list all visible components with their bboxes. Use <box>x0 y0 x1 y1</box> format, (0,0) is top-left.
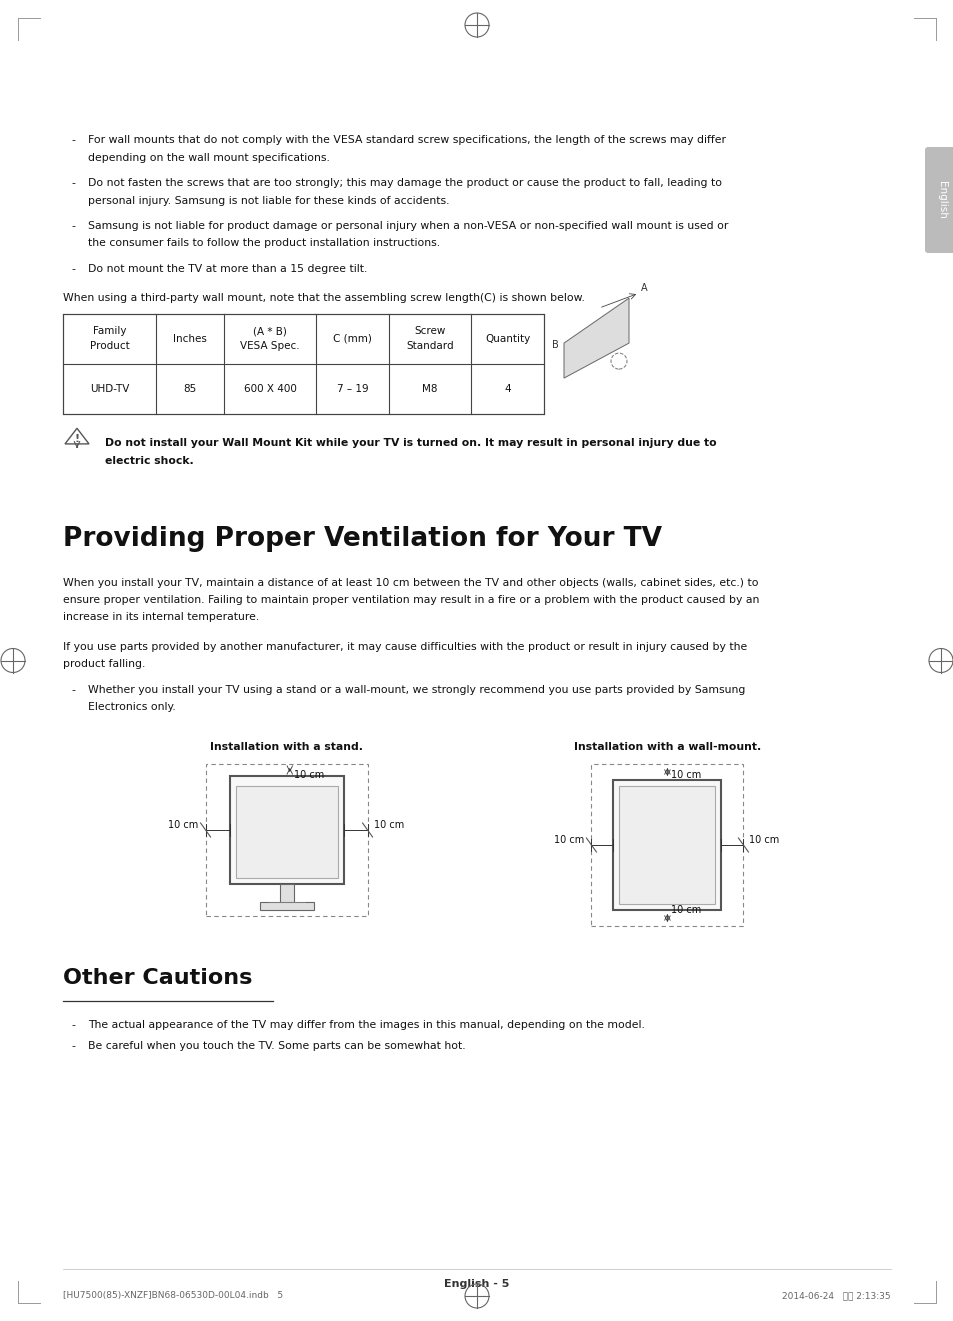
Text: Electronics only.: Electronics only. <box>88 703 175 712</box>
Text: English: English <box>936 181 946 219</box>
Text: Whether you install your TV using a stand or a wall-mount, we strongly recommend: Whether you install your TV using a stan… <box>88 686 744 695</box>
Text: electric shock.: electric shock. <box>105 456 193 466</box>
Text: increase in its internal temperature.: increase in its internal temperature. <box>63 613 259 622</box>
Text: 7 – 19: 7 – 19 <box>336 383 368 394</box>
Text: Providing Proper Ventilation for Your TV: Providing Proper Ventilation for Your TV <box>63 526 661 551</box>
Text: 600 X 400: 600 X 400 <box>243 383 296 394</box>
Text: B: B <box>552 339 558 350</box>
Text: Do not install your Wall Mount Kit while your TV is turned on. It may result in : Do not install your Wall Mount Kit while… <box>105 439 716 449</box>
Polygon shape <box>563 299 628 378</box>
Text: ensure proper ventilation. Failing to maintain proper ventilation may result in : ensure proper ventilation. Failing to ma… <box>63 594 759 605</box>
Text: Be careful when you touch the TV. Some parts can be somewhat hot.: Be careful when you touch the TV. Some p… <box>88 1041 465 1052</box>
Text: product falling.: product falling. <box>63 659 145 670</box>
Text: 85: 85 <box>183 383 196 394</box>
Text: English - 5: English - 5 <box>444 1279 509 1289</box>
Bar <box>63 313 543 413</box>
Text: Do not mount the TV at more than a 15 degree tilt.: Do not mount the TV at more than a 15 de… <box>88 264 367 273</box>
Text: 4: 4 <box>503 383 510 394</box>
Text: 10 cm: 10 cm <box>374 820 403 830</box>
Bar <box>259 902 314 910</box>
Text: Installation with a wall-mount.: Installation with a wall-mount. <box>573 742 760 752</box>
Text: M8: M8 <box>422 383 437 394</box>
Text: VESA Spec.: VESA Spec. <box>240 341 299 350</box>
Text: -: - <box>71 178 74 188</box>
Text: Family: Family <box>92 326 126 337</box>
Text: A: A <box>640 283 647 293</box>
Text: 10 cm: 10 cm <box>294 770 324 779</box>
Text: -: - <box>71 1020 74 1030</box>
Text: !: ! <box>74 435 79 444</box>
Text: -: - <box>71 264 74 273</box>
Bar <box>230 775 343 884</box>
Text: Installation with a stand.: Installation with a stand. <box>210 742 363 752</box>
Text: the consumer fails to follow the product installation instructions.: the consumer fails to follow the product… <box>88 239 439 248</box>
Bar <box>618 786 715 904</box>
Text: When you install your TV, maintain a distance of at least 10 cm between the TV a: When you install your TV, maintain a dis… <box>63 577 758 588</box>
Text: Samsung is not liable for product damage or personal injury when a non-VESA or n: Samsung is not liable for product damage… <box>88 221 727 231</box>
Text: personal injury. Samsung is not liable for these kinds of accidents.: personal injury. Samsung is not liable f… <box>88 196 449 206</box>
Text: Screw: Screw <box>414 326 445 337</box>
Text: When using a third-party wall mount, note that the assembling screw length(C) is: When using a third-party wall mount, not… <box>63 292 584 303</box>
Text: -: - <box>71 1041 74 1052</box>
Text: For wall mounts that do not comply with the VESA standard screw specifications, : For wall mounts that do not comply with … <box>88 135 725 145</box>
Text: Product: Product <box>90 341 130 350</box>
Text: Standard: Standard <box>406 341 454 350</box>
Text: UHD-TV: UHD-TV <box>90 383 129 394</box>
Text: [HU7500(85)-XNZF]BN68-06530D-00L04.indb   5: [HU7500(85)-XNZF]BN68-06530D-00L04.indb … <box>63 1291 283 1300</box>
Text: 10 cm: 10 cm <box>671 905 701 915</box>
Text: 10 cm: 10 cm <box>749 835 779 845</box>
Text: 10 cm: 10 cm <box>671 770 701 779</box>
Text: depending on the wall mount specifications.: depending on the wall mount specificatio… <box>88 152 330 162</box>
Text: Other Cautions: Other Cautions <box>63 968 253 988</box>
Text: Quantity: Quantity <box>484 333 530 343</box>
Bar <box>591 764 742 926</box>
Bar <box>205 764 367 915</box>
FancyBboxPatch shape <box>924 147 953 254</box>
Text: -: - <box>71 221 74 231</box>
Text: C (mm): C (mm) <box>333 333 372 343</box>
Bar <box>613 779 720 910</box>
Text: (A * B): (A * B) <box>253 326 287 337</box>
Text: Do not fasten the screws that are too strongly; this may damage the product or c: Do not fasten the screws that are too st… <box>88 178 721 188</box>
Bar <box>235 786 337 878</box>
Bar <box>279 884 294 904</box>
Text: 2014-06-24   오후 2:13:35: 2014-06-24 오후 2:13:35 <box>781 1291 890 1300</box>
Text: Inches: Inches <box>172 333 207 343</box>
Text: If you use parts provided by another manufacturer, it may cause difficulties wit: If you use parts provided by another man… <box>63 642 746 653</box>
Text: 10 cm: 10 cm <box>168 820 198 830</box>
Text: 10 cm: 10 cm <box>554 835 584 845</box>
Text: The actual appearance of the TV may differ from the images in this manual, depen: The actual appearance of the TV may diff… <box>88 1020 644 1030</box>
Text: -: - <box>71 686 74 695</box>
Text: -: - <box>71 135 74 145</box>
